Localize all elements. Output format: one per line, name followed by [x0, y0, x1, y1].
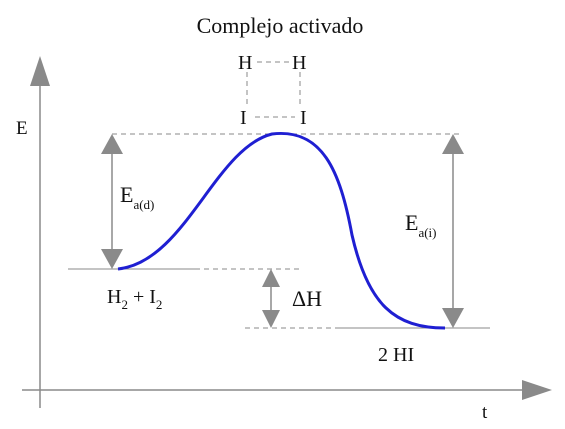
ea-direct-main: E [120, 182, 133, 207]
y-axis-label: E [16, 118, 28, 139]
ea-direct-arrowhead-up [101, 134, 123, 154]
delta-h-arrowhead-down [262, 310, 280, 328]
ea-inverse-arrowhead-down [442, 308, 464, 328]
diagram-title: Complejo activado [197, 13, 364, 38]
ea-inverse-sub: a(i) [418, 225, 436, 240]
complex-i-left: I [240, 107, 247, 129]
complex-i-right: I [300, 107, 307, 129]
x-axis-label: t [482, 402, 488, 423]
ea-inverse-label: Ea(i) [405, 210, 437, 240]
axes [22, 56, 552, 408]
ea-direct-arrowhead-down [101, 249, 123, 269]
reactants-h-sub: 2 [121, 297, 128, 312]
ea-direct-arrow [101, 134, 123, 269]
y-axis-arrowhead [30, 56, 50, 86]
delta-h-arrowhead-up [262, 269, 280, 287]
delta-h-arrow [262, 269, 280, 328]
ea-direct-label: Ea(d) [120, 182, 154, 212]
ea-inverse-arrowhead-up [442, 134, 464, 154]
reactants-label: H2 + I2 [107, 286, 162, 312]
guide-lines [112, 61, 462, 329]
reactants-plus-i: + I [128, 286, 156, 308]
reactants-i-sub: 2 [156, 297, 163, 312]
energy-curve [117, 131, 446, 330]
x-axis-arrowhead [522, 380, 552, 400]
ea-inverse-arrow [442, 134, 464, 328]
complex-h-right: H [292, 52, 306, 74]
products-label: 2 HI [378, 344, 414, 366]
reactants-h: H [107, 286, 121, 308]
level-lines [68, 268, 490, 329]
ea-direct-sub: a(d) [133, 197, 154, 212]
delta-h-label: ΔH [292, 286, 322, 311]
ea-inverse-main: E [405, 210, 418, 235]
complex-h-left: H [238, 52, 252, 74]
